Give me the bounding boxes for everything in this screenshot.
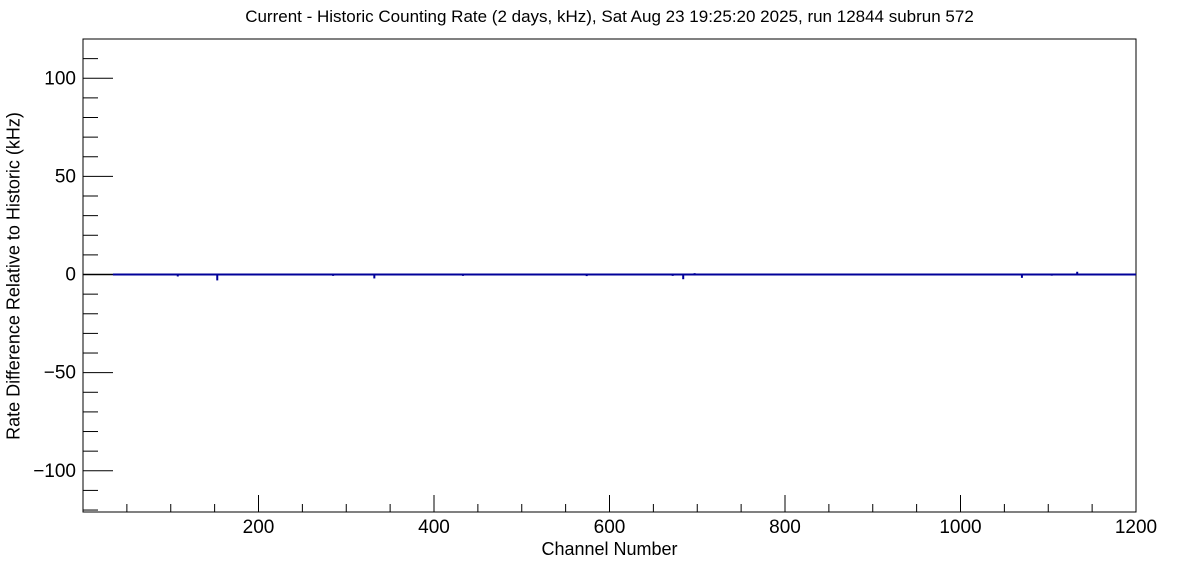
chart-title: Current - Historic Counting Rate (2 days…	[245, 7, 974, 26]
x-axis-tick-label: 800	[769, 517, 801, 538]
y-axis-tick-label: −50	[44, 363, 76, 384]
y-axis-tick-label: 50	[55, 166, 76, 187]
x-axis-tick-label: 200	[243, 517, 275, 538]
x-axis-tick-label: 1000	[939, 517, 981, 538]
y-axis-tick-label: −100	[33, 461, 76, 482]
x-axis-tick-label: 400	[418, 517, 450, 538]
x-axis-tick-label: 600	[594, 517, 626, 538]
x-axis-tick-label: 1200	[1115, 517, 1157, 538]
y-axis-tick-label: 100	[44, 68, 76, 89]
y-axis-title: Rate Difference Relative to Historic (kH…	[3, 112, 24, 440]
x-axis-title: Channel Number	[541, 539, 678, 559]
y-axis-tick-label: 0	[65, 265, 76, 286]
